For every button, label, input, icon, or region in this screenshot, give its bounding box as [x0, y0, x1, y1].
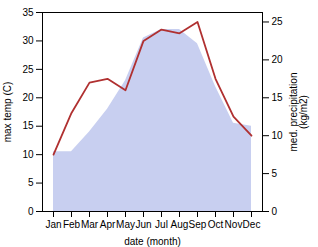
svg-text:Jan: Jan	[45, 219, 61, 230]
svg-text:Feb: Feb	[63, 219, 81, 230]
svg-text:Mar: Mar	[81, 219, 99, 230]
svg-text:5: 5	[272, 168, 278, 179]
svg-text:15: 15	[272, 92, 284, 103]
svg-text:Dec: Dec	[243, 219, 261, 230]
svg-text:35: 35	[22, 7, 34, 18]
svg-text:10: 10	[272, 130, 284, 141]
svg-text:10: 10	[22, 149, 34, 160]
svg-text:Apr: Apr	[100, 219, 116, 230]
svg-text:Jun: Jun	[135, 219, 151, 230]
svg-text:date (month): date (month)	[124, 236, 181, 247]
svg-text:30: 30	[22, 35, 34, 46]
svg-text:max temp (C): max temp (C)	[2, 82, 13, 143]
svg-text:20: 20	[272, 54, 284, 65]
svg-text:Jul: Jul	[155, 219, 168, 230]
svg-text:0: 0	[272, 206, 278, 217]
svg-text:25: 25	[22, 64, 34, 75]
svg-text:Aug: Aug	[171, 219, 189, 230]
svg-text:Sep: Sep	[189, 219, 207, 230]
svg-text:15: 15	[22, 120, 34, 131]
svg-text:May: May	[116, 219, 135, 230]
svg-text:5: 5	[28, 177, 34, 188]
svg-text:25: 25	[272, 16, 284, 27]
svg-text:Nov: Nov	[225, 219, 243, 230]
svg-text:0: 0	[28, 206, 34, 217]
svg-text:Oct: Oct	[208, 219, 224, 230]
svg-text:20: 20	[22, 92, 34, 103]
svg-text:med. precipitation(kg/m2): med. precipitation(kg/m2)	[288, 73, 309, 152]
